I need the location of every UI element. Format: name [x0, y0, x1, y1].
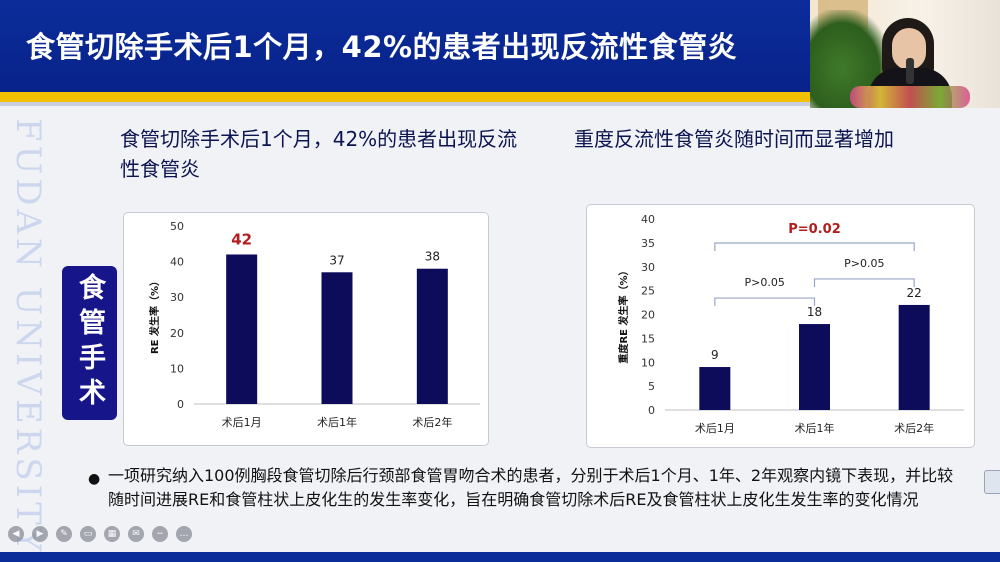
- bar: [321, 272, 353, 404]
- side-panel-toggle[interactable]: [984, 470, 1000, 494]
- significance-bracket: [714, 297, 816, 307]
- y-tick-label: 15: [641, 332, 655, 345]
- y-tick-label: 40: [170, 256, 184, 269]
- study-description: ● 一项研究纳入100例胸段食管切除后行颈部食管胃吻合术的患者，分别于术后1个月…: [88, 464, 968, 512]
- y-axis-label: 重度RE 发生率（%）: [617, 265, 630, 363]
- speaker-webcam: [810, 0, 1000, 108]
- right-panel-title: 重度反流性食管炎随时间而显著增加: [574, 127, 894, 151]
- y-tick-label: 30: [641, 261, 655, 274]
- left-panel-title: 食管切除手术后1个月，42%的患者出现反流性食管炎: [120, 127, 518, 181]
- y-tick-label: 10: [641, 356, 655, 369]
- right-chart: 0 5 10 15 20 25 30 35 40 重度RE 发生率（%） 9 术后1月 18 术后1年 22…: [586, 204, 975, 448]
- y-tick-label: 20: [641, 309, 655, 322]
- footer-bar: [0, 552, 1000, 562]
- y-tick-label: 20: [170, 327, 184, 340]
- bar: [799, 324, 830, 410]
- play-icon[interactable]: ▶: [32, 526, 48, 542]
- grid-icon[interactable]: ▦: [104, 526, 120, 542]
- player-controls: ◀ ▶ ✎ ▭ ▦ ✉ − …: [8, 524, 208, 544]
- y-tick-label: 0: [648, 404, 655, 417]
- minus-icon[interactable]: −: [152, 526, 168, 542]
- bar-value-label: 38: [425, 250, 440, 264]
- slide-title: 食管切除手术后1个月，42%的患者出现反流性食管炎: [26, 30, 738, 64]
- significance-bracket: [813, 278, 915, 287]
- study-description-text: 一项研究纳入100例胸段食管切除后行颈部食管胃吻合术的患者，分别于术后1个月、1…: [108, 466, 954, 509]
- bar: [699, 367, 731, 410]
- bar-value-label: 42: [231, 230, 252, 248]
- header-underline: [0, 102, 1000, 106]
- significance-label: P=0.02: [788, 222, 841, 237]
- y-tick-label: 30: [170, 291, 184, 304]
- x-tick-label: 术后2年: [894, 421, 934, 435]
- significance-bracket: [714, 242, 915, 251]
- left-chart-svg: 0 10 20 30 40 50 RE 发生率（%） 42 术后1月 37 术后1年 38 术后2年: [148, 220, 480, 429]
- side-category-text: 食管手术: [74, 273, 105, 413]
- prev-icon[interactable]: ◀: [8, 526, 24, 542]
- bar: [898, 304, 930, 410]
- y-tick-label: 25: [641, 285, 655, 298]
- bar-value-label: 18: [807, 305, 822, 319]
- y-axis-label: RE 发生率（%）: [148, 276, 161, 354]
- screen-icon[interactable]: ▭: [80, 526, 96, 542]
- bar-value-label: 9: [711, 348, 719, 362]
- y-tick-label: 5: [648, 380, 655, 393]
- bar-value-label: 37: [329, 253, 344, 267]
- right-chart-svg: 0 5 10 15 20 25 30 35 40 重度RE 发生率（%） 9 术后1月 18 术后1年 22…: [617, 213, 964, 435]
- significance-label: P>0.05: [844, 257, 884, 270]
- more-icon[interactable]: …: [176, 526, 192, 542]
- comment-icon[interactable]: ✉: [128, 526, 144, 542]
- bar: [416, 268, 448, 404]
- y-tick-label: 40: [641, 213, 655, 226]
- y-tick-label: 10: [170, 362, 184, 375]
- y-tick-label: 50: [170, 220, 184, 233]
- left-chart: 0 10 20 30 40 50 RE 发生率（%） 42 术后1月 37 术后1年 38 术后2年: [123, 212, 489, 446]
- bar: [226, 254, 258, 404]
- x-tick-label: 术后2年: [412, 415, 452, 429]
- bullet-dot: ●: [88, 471, 101, 487]
- webcam-flowers: [850, 86, 970, 108]
- x-tick-label: 术后1月: [695, 422, 735, 435]
- significance-label: P>0.05: [744, 276, 784, 289]
- bar-value-label: 22: [907, 286, 922, 300]
- header-stripe: [0, 92, 1000, 102]
- y-tick-label: 35: [641, 237, 655, 250]
- x-tick-label: 术后1年: [795, 421, 835, 435]
- pen-icon[interactable]: ✎: [56, 526, 72, 542]
- x-tick-label: 术后1月: [222, 416, 262, 429]
- x-tick-label: 术后1年: [317, 415, 357, 429]
- y-tick-label: 0: [177, 398, 184, 411]
- microphone: [906, 58, 914, 84]
- side-category-label: 食管手术: [62, 266, 117, 420]
- university-watermark: FUDAN UNIVERSITY: [8, 118, 48, 556]
